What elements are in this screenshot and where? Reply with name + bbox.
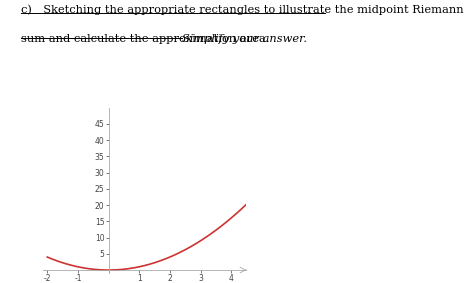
Text: Simplify your answer.: Simplify your answer. [182,34,307,44]
Text: c) Sketching the appropriate rectangles to illustrate the midpoint Riemann: c) Sketching the appropriate rectangles … [21,4,464,15]
Text: sum and calculate the approximation area.: sum and calculate the approximation area… [21,34,275,44]
